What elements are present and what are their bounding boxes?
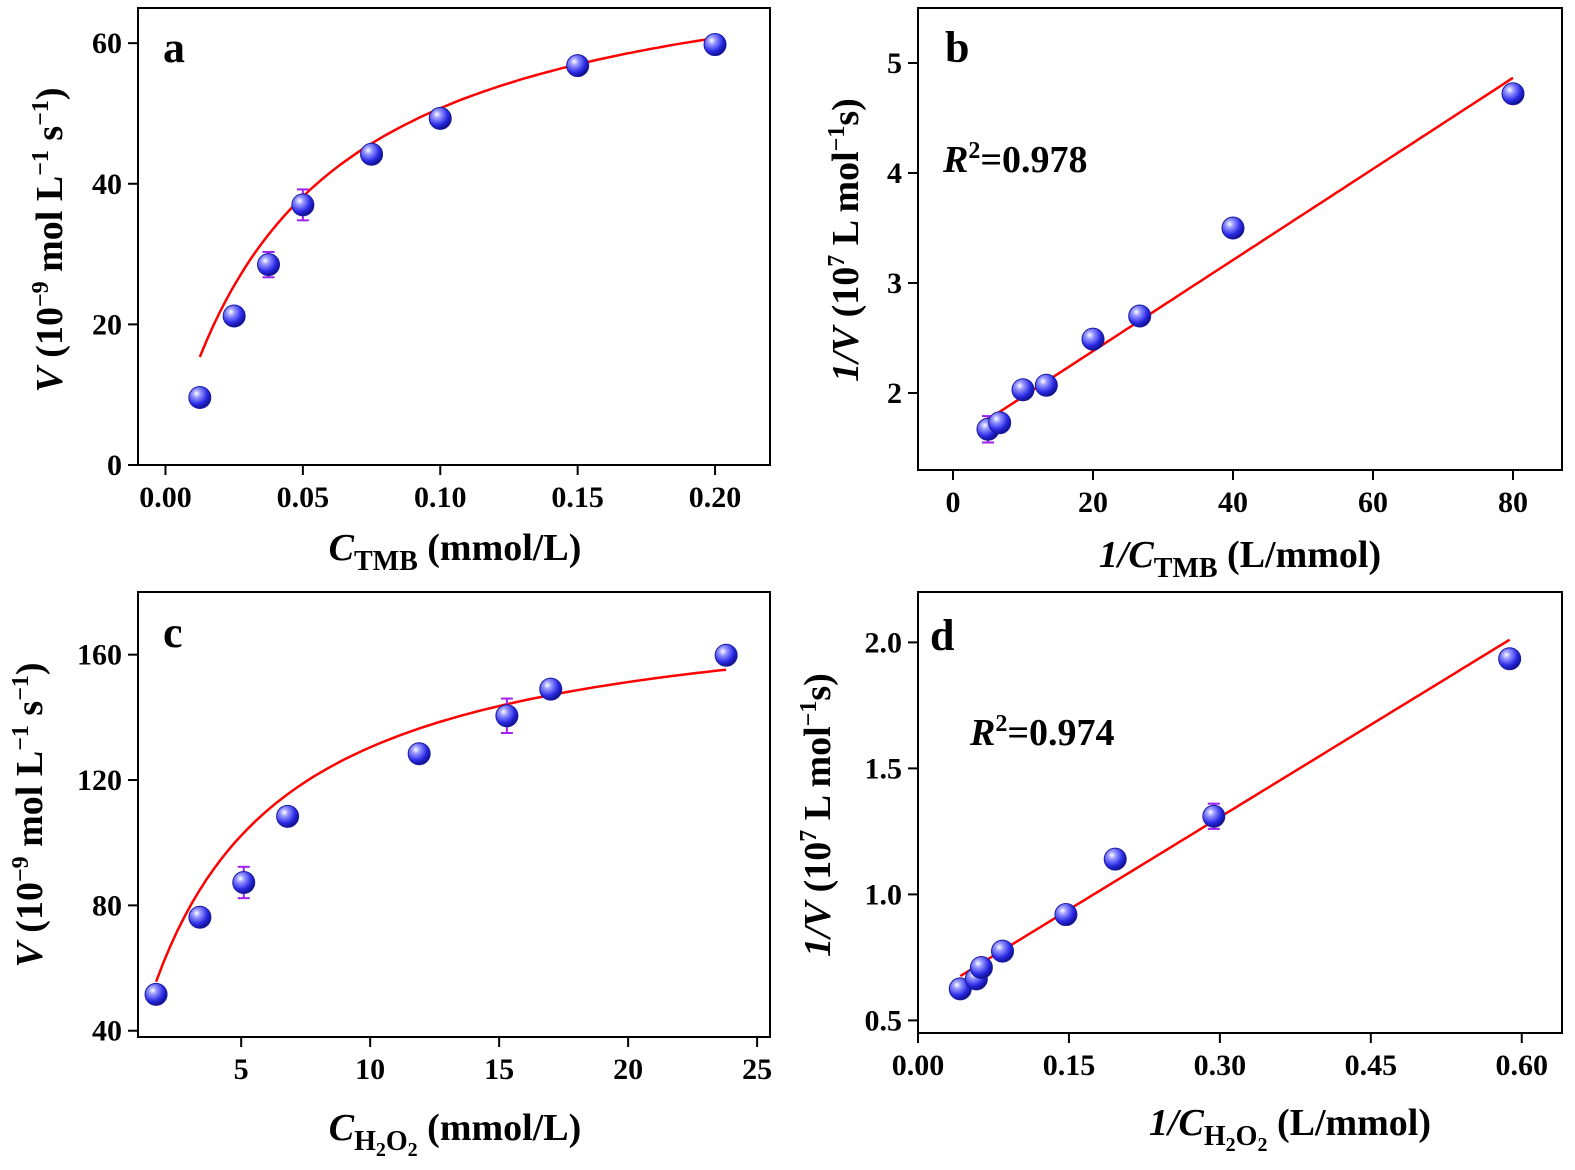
data-point — [1501, 82, 1525, 106]
data-point — [539, 677, 563, 701]
data-point — [222, 304, 246, 328]
r-squared-label: R2=0.974 — [969, 711, 1115, 754]
data-point — [188, 386, 212, 410]
data-point — [407, 742, 431, 766]
r-squared-label: R2=0.978 — [942, 138, 1088, 181]
y-axis-title: V (10−9 mol L−1 s−1) — [8, 662, 51, 967]
x-tick-label: 0.00 — [139, 481, 192, 514]
fit-line — [198, 36, 716, 358]
data-point — [1221, 216, 1245, 240]
x-tick-label: 0.20 — [689, 481, 742, 514]
y-tick-label: 0.5 — [865, 1004, 903, 1037]
data-point — [495, 704, 519, 728]
data-point — [1081, 327, 1105, 351]
data-point — [988, 411, 1012, 435]
panel-letter: a — [163, 23, 185, 72]
x-axis-title: CH2O2 (mmol/L) — [329, 1107, 582, 1161]
y-axis-title: 1/V (107 L mol−1s) — [824, 98, 867, 382]
x-axis-title: 1/CTMB (L/mmol) — [1099, 534, 1381, 584]
y-tick-label: 1.0 — [865, 878, 903, 911]
data-point — [1498, 647, 1522, 671]
y-tick-label: 40 — [92, 168, 122, 201]
plot-frame — [917, 7, 1563, 471]
panel-b: 0 20 40 60 80 2 3 4 5 b R2=0.978 1/CTMB (L/mmol) 1/V… — [824, 7, 1563, 584]
x-tick-label: 5 — [234, 1053, 249, 1086]
x-tick-label: 0.60 — [1496, 1049, 1549, 1082]
x-axis-title: 1/CH2O2 (L/mmol) — [1149, 1102, 1431, 1156]
data-point — [257, 253, 281, 277]
panel-a: 0.00 0.05 0.10 0.15 0.20 0 20 40 60 a CTMB (mmol/L… — [28, 7, 771, 577]
y-tick-label: 120 — [77, 764, 122, 797]
y-axis-title: 1/V (107 L mol−1s) — [796, 673, 839, 957]
data-point — [428, 106, 452, 130]
fit-line — [987, 76, 1514, 421]
x-tick-label: 80 — [1498, 486, 1528, 519]
x-tick-label: 0.05 — [277, 481, 330, 514]
y-tick-label: 4 — [887, 157, 902, 190]
data-point — [1011, 378, 1035, 402]
data-point — [1202, 804, 1226, 828]
data-point — [1128, 304, 1152, 328]
panel-d: 0.00 0.15 0.30 0.45 0.60 0.5 1.0 1.5 2.0 d R2=0.97… — [796, 591, 1563, 1156]
data-point — [1034, 373, 1058, 397]
plot-frame — [137, 591, 771, 1038]
data-point — [566, 54, 590, 78]
y-axis-title: V (10−9 mol L−1 s−1) — [28, 87, 71, 392]
data-point — [703, 33, 727, 57]
y-tick-label: 1.5 — [865, 752, 903, 785]
panel-letter: d — [930, 611, 954, 660]
data-point — [1054, 903, 1078, 927]
data-point — [188, 905, 212, 929]
data-point — [1103, 847, 1127, 871]
x-tick-label: 20 — [1078, 486, 1108, 519]
panel-letter: c — [163, 608, 183, 657]
x-tick-label: 0 — [946, 486, 961, 519]
x-axis-title: CTMB (mmol/L) — [329, 527, 582, 577]
y-tick-label: 0 — [107, 449, 122, 482]
x-tick-label: 60 — [1358, 486, 1388, 519]
data-point — [991, 939, 1015, 963]
y-tick-label: 2.0 — [865, 626, 903, 659]
y-tick-label: 60 — [92, 27, 122, 60]
x-tick-label: 10 — [355, 1053, 385, 1086]
data-point — [276, 804, 300, 828]
y-tick-label: 40 — [92, 1015, 122, 1048]
x-tick-label: 0.30 — [1194, 1049, 1247, 1082]
data-point — [714, 643, 738, 667]
plot-frame — [137, 7, 771, 466]
x-tick-label: 0.15 — [1043, 1049, 1096, 1082]
x-tick-label: 0.15 — [551, 481, 604, 514]
x-tick-label: 20 — [613, 1053, 643, 1086]
data-point — [969, 955, 993, 979]
x-tick-label: 40 — [1218, 486, 1248, 519]
fit-line — [154, 668, 727, 983]
y-tick-label: 3 — [887, 267, 902, 300]
y-tick-label: 2 — [887, 377, 902, 410]
panel-c: 5 10 15 20 25 40 80 120 160 c CH2O2 (mmol/L) V (10−… — [8, 591, 772, 1161]
data-point — [291, 193, 315, 217]
panel-letter: b — [945, 23, 969, 72]
x-tick-label: 0.00 — [892, 1049, 945, 1082]
data-point — [360, 142, 384, 166]
plot-frame — [917, 591, 1563, 1034]
data-point — [144, 982, 168, 1006]
x-tick-label: 0.10 — [414, 481, 467, 514]
y-tick-label: 80 — [92, 889, 122, 922]
x-tick-label: 0.45 — [1345, 1049, 1398, 1082]
y-tick-label: 5 — [887, 47, 902, 80]
y-tick-label: 160 — [77, 639, 122, 672]
x-tick-label: 25 — [742, 1053, 772, 1086]
x-tick-label: 15 — [484, 1053, 514, 1086]
y-tick-label: 20 — [92, 308, 122, 341]
fit-line — [959, 638, 1511, 978]
data-point — [232, 871, 256, 895]
